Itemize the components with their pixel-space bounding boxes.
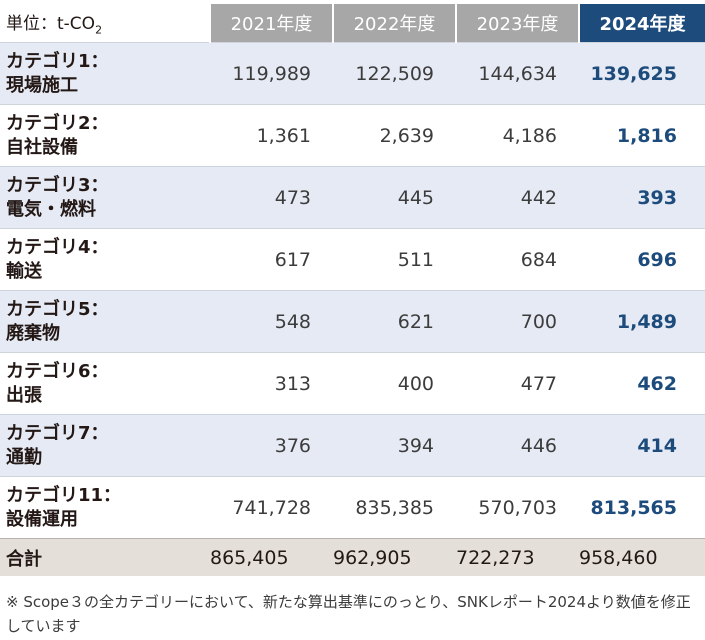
value-2024: 139,625 [579, 42, 705, 105]
value-2022: 511 [333, 228, 456, 291]
table-row: カテゴリ11： 設備運用 741,728 835,385 570,703 813,565 [0, 476, 705, 539]
value-2022: 621 [333, 290, 456, 353]
year-header-2023: 2023年度 [455, 4, 579, 43]
value-2022: 445 [333, 166, 456, 229]
value-2022: 2,639 [333, 104, 456, 167]
year-header-2022: 2022年度 [332, 4, 456, 43]
value-2023: 4,186 [456, 104, 579, 167]
value-2023: 684 [456, 228, 579, 291]
emissions-table: 単位：t-CO2 2021年度 2022年度 2023年度 2024年度 カテゴ… [0, 4, 705, 576]
value-2021: 1,361 [210, 104, 333, 167]
total-value-2021: 865,405 [210, 538, 333, 576]
value-2023: 477 [456, 352, 579, 415]
value-2023: 442 [456, 166, 579, 229]
value-2024: 414 [579, 414, 705, 477]
value-2021: 473 [210, 166, 333, 229]
value-2021: 313 [210, 352, 333, 415]
value-2022: 394 [333, 414, 456, 477]
category-number: カテゴリ1： [6, 50, 109, 72]
category-number: カテゴリ3： [6, 174, 109, 196]
value-2022: 122,509 [333, 42, 456, 105]
category-name: 自社設備 [6, 136, 78, 158]
total-label: 合計 [0, 538, 210, 576]
category-label: カテゴリ5： 廃棄物 [0, 290, 210, 353]
category-name: 輸送 [6, 260, 42, 282]
value-2024: 462 [579, 352, 705, 415]
category-name: 電気・燃料 [6, 198, 96, 220]
value-2023: 144,634 [456, 42, 579, 105]
category-label: カテゴリ6： 出張 [0, 352, 210, 415]
value-2021: 741,728 [210, 476, 333, 539]
category-label: カテゴリ2： 自社設備 [0, 104, 210, 167]
value-2021: 548 [210, 290, 333, 353]
category-number: カテゴリ2： [6, 112, 109, 134]
unit-text: 単位：t-CO [6, 14, 96, 35]
category-number: カテゴリ4： [6, 236, 109, 258]
value-2024: 1,816 [579, 104, 705, 167]
total-value-2023: 722,273 [456, 538, 579, 576]
category-name: 設備運用 [6, 508, 78, 530]
category-name: 出張 [6, 384, 42, 406]
value-2021: 617 [210, 228, 333, 291]
value-2024: 393 [579, 166, 705, 229]
unit-subscript: 2 [95, 23, 103, 37]
category-name: 廃棄物 [6, 322, 60, 344]
category-number: カテゴリ6： [6, 360, 109, 382]
table-row: カテゴリ4： 輸送 617 511 684 696 [0, 228, 705, 291]
table-row: カテゴリ6： 出張 313 400 477 462 [0, 352, 705, 415]
category-label: カテゴリ3： 電気・燃料 [0, 166, 210, 229]
value-2022: 835,385 [333, 476, 456, 539]
category-label: カテゴリ11： 設備運用 [0, 476, 210, 539]
category-number: カテゴリ11： [6, 484, 122, 506]
value-2021: 119,989 [210, 42, 333, 105]
value-2023: 700 [456, 290, 579, 353]
value-2024: 696 [579, 228, 705, 291]
table-row: カテゴリ7： 通勤 376 394 446 414 [0, 414, 705, 477]
table-row: カテゴリ3： 電気・燃料 473 445 442 393 [0, 166, 705, 229]
header-row: 単位：t-CO2 2021年度 2022年度 2023年度 2024年度 [0, 4, 705, 43]
category-label: カテゴリ1： 現場施工 [0, 42, 210, 105]
total-value-2022: 962,905 [333, 538, 456, 576]
category-label: カテゴリ7： 通勤 [0, 414, 210, 477]
value-2024: 813,565 [579, 476, 705, 539]
footnote: ※ Scope３の全カテゴリーにおいて、新たな算出基準にのっとり、SNKレポート… [6, 593, 691, 635]
value-2024: 1,489 [579, 290, 705, 353]
table-row: カテゴリ2： 自社設備 1,361 2,639 4,186 1,816 [0, 104, 705, 167]
total-row: 合計 865,405 962,905 722,273 958,460 [0, 538, 705, 576]
category-number: カテゴリ5： [6, 298, 109, 320]
value-2022: 400 [333, 352, 456, 415]
category-label: カテゴリ4： 輸送 [0, 228, 210, 291]
value-2021: 376 [210, 414, 333, 477]
table-row: カテゴリ1： 現場施工 119,989 122,509 144,634 139,625 [0, 42, 705, 105]
year-header-2021: 2021年度 [209, 4, 333, 43]
category-number: カテゴリ7： [6, 422, 109, 444]
value-2023: 446 [456, 414, 579, 477]
table-row: カテゴリ5： 廃棄物 548 621 700 1,489 [0, 290, 705, 353]
category-name: 現場施工 [6, 74, 78, 96]
total-value-2024: 958,460 [579, 538, 705, 576]
year-header-2024: 2024年度 [578, 4, 705, 43]
category-name: 通勤 [6, 446, 42, 468]
value-2023: 570,703 [456, 476, 579, 539]
unit-label: 単位：t-CO2 [0, 4, 210, 43]
